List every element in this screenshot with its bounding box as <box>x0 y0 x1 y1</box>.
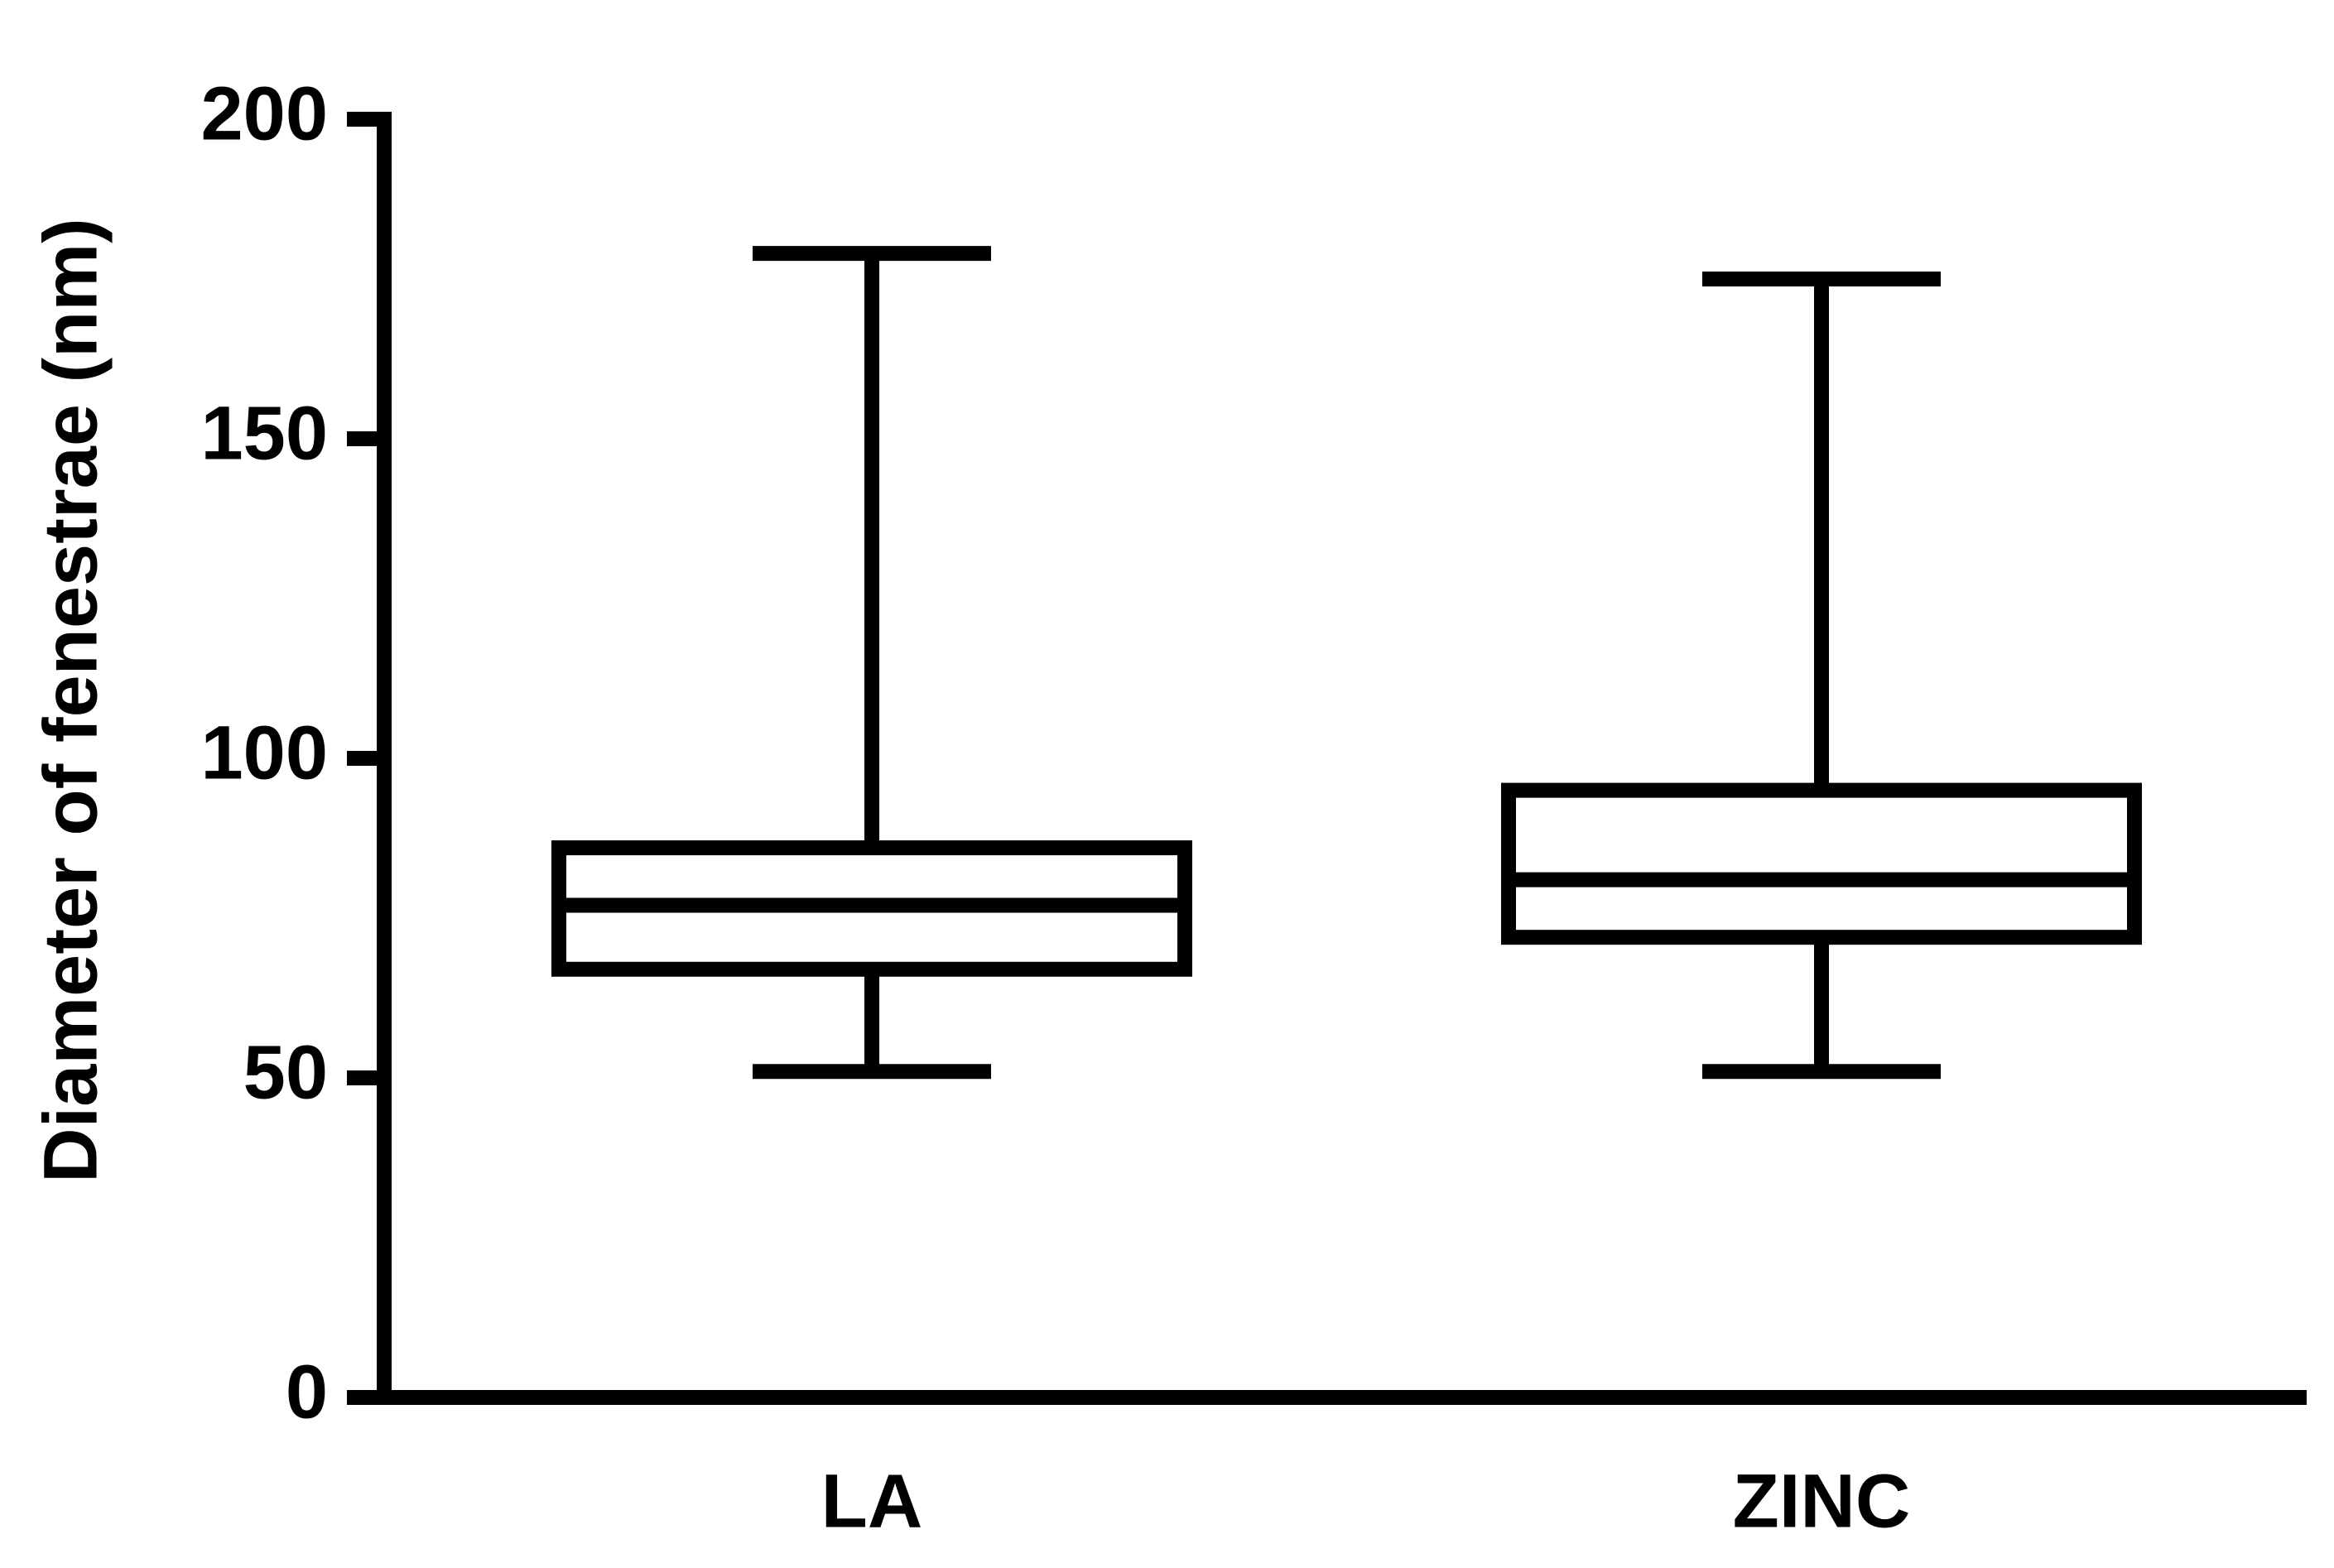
box <box>1501 782 2142 945</box>
x-tick-label: ZINC <box>1733 1459 1911 1543</box>
y-tick-label: 50 <box>243 1030 328 1114</box>
y-tick-label: 0 <box>286 1349 328 1434</box>
y-tick-label: 100 <box>201 710 329 795</box>
y-axis-title: Diameter of fenestrae (nm) <box>28 218 113 1183</box>
y-tick-label: 200 <box>201 71 329 156</box>
y-tick-label: 150 <box>201 391 329 475</box>
x-tick-label: LA <box>821 1459 923 1543</box>
